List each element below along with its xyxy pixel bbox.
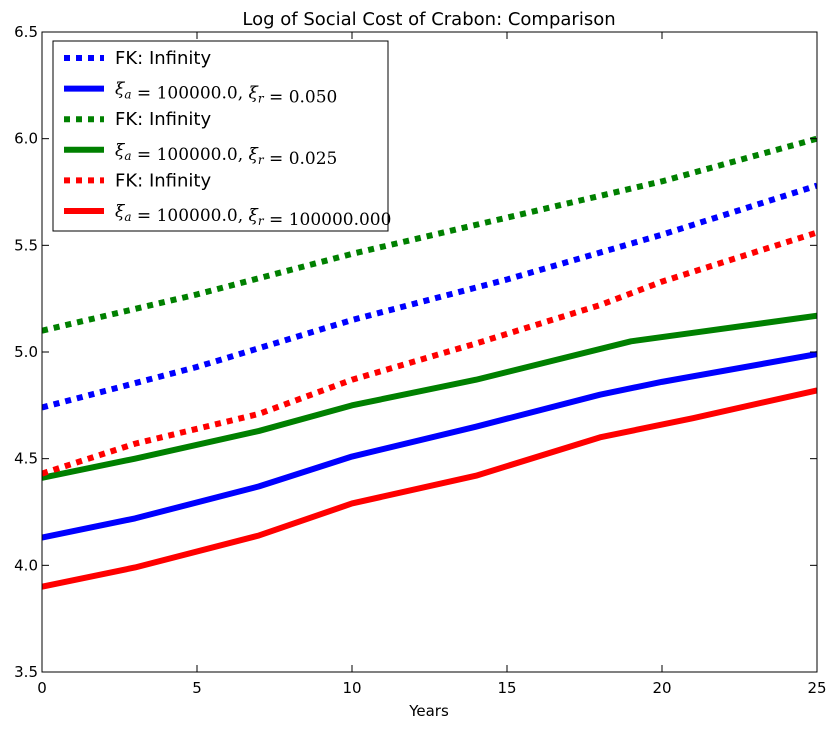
x-axis-label: Years bbox=[408, 702, 449, 720]
y-tick-label: 3.5 bbox=[14, 663, 38, 681]
x-tick-label: 25 bbox=[807, 679, 826, 697]
series-line-5-solid bbox=[42, 387, 817, 590]
legend-label-3: ξa = 100000.0, ξr = 0.025 bbox=[115, 141, 337, 169]
y-tick-label: 6.5 bbox=[14, 23, 38, 41]
chart-title: Log of Social Cost of Crabon: Comparison bbox=[242, 9, 615, 30]
x-tick-label: 20 bbox=[652, 679, 671, 697]
y-tick-label: 5.5 bbox=[14, 236, 38, 254]
x-tick-label: 10 bbox=[342, 679, 361, 697]
x-tick-label: 5 bbox=[192, 679, 202, 697]
legend-box bbox=[52, 40, 389, 232]
ticks-layer: 0 5 10 15 20 25 3.5 4.0 4.5 5.0 5.5 6.0 6.5 bbox=[14, 23, 826, 697]
legend-label-0: FK: Infinity bbox=[115, 48, 211, 69]
y-tick-label: 6.0 bbox=[14, 130, 38, 148]
series-line-3-solid bbox=[42, 312, 817, 481]
x-tick-label: 15 bbox=[497, 679, 516, 697]
legend-label-4: FK: Infinity bbox=[115, 170, 211, 191]
series-line-4-dotted bbox=[42, 229, 817, 477]
y-tick-label: 4.5 bbox=[14, 450, 38, 468]
series-line-2-dotted bbox=[42, 135, 817, 334]
series-layer bbox=[42, 135, 817, 590]
series-line-0-dotted bbox=[42, 182, 817, 411]
legend-label-1: ξa = 100000.0, ξr = 0.050 bbox=[115, 80, 337, 108]
y-tick-label: 5.0 bbox=[14, 343, 38, 361]
legend-label-5: ξa = 100000.0, ξr = 100000.000 bbox=[115, 202, 391, 230]
x-tick-label: 0 bbox=[37, 679, 47, 697]
legend-label-2: FK: Infinity bbox=[115, 109, 211, 130]
y-tick-label: 4.0 bbox=[14, 556, 38, 574]
series-line-1-solid bbox=[42, 351, 817, 541]
